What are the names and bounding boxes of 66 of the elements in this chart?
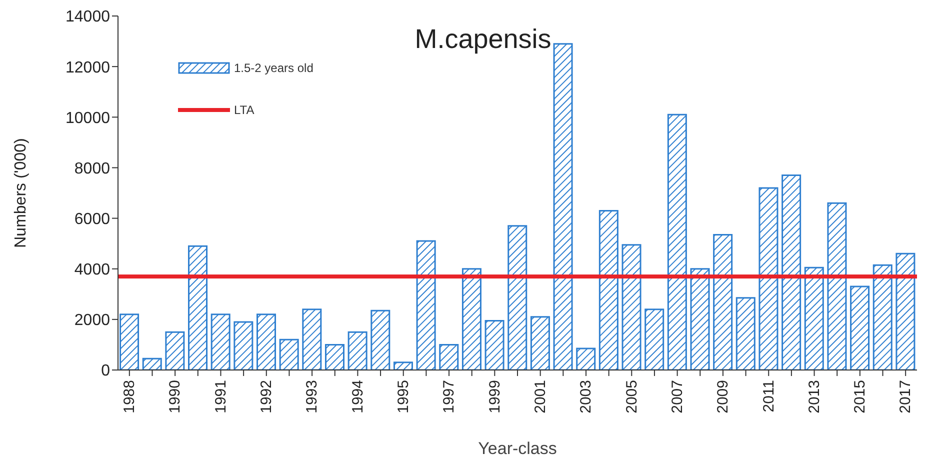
y-tick-label: 4000 (74, 262, 110, 279)
x-tick-label: 2003 (578, 380, 595, 414)
y-tick-label: 0 (101, 362, 110, 380)
y-tick-label: 10000 (66, 110, 110, 127)
bar (782, 174, 802, 370)
x-tick-label: 2007 (668, 380, 686, 414)
bar (279, 338, 299, 370)
bar (530, 316, 550, 370)
y-tick-label: 14000 (66, 8, 110, 26)
bar (462, 268, 482, 370)
bar (850, 286, 870, 370)
bar (484, 320, 504, 370)
y-tick-label: 2000 (74, 312, 110, 330)
bar (622, 244, 642, 370)
bar (576, 348, 596, 370)
bar (370, 310, 390, 370)
x-tick-label: 2001 (532, 380, 549, 414)
bar (713, 234, 733, 370)
bar (872, 264, 892, 370)
bar (348, 331, 368, 370)
bar (598, 210, 618, 370)
x-tick-label: 1994 (349, 380, 366, 414)
x-tick-label: 2015 (852, 380, 869, 414)
x-tick-label: 2009 (714, 380, 732, 414)
x-tick-label: 1999 (486, 380, 504, 414)
bar (827, 202, 847, 370)
legend-label: LTA (234, 103, 254, 117)
bar (758, 187, 778, 370)
x-tick-label: 1997 (440, 380, 458, 414)
x-tick-label: 2011 (760, 380, 778, 412)
bar (256, 314, 276, 370)
bar (234, 321, 254, 370)
x-tick-label: 1995 (395, 380, 412, 414)
x-tick-label: 1991 (212, 380, 230, 414)
y-tick-label: 8000 (74, 160, 110, 178)
x-tick-label: 1990 (166, 380, 184, 414)
bar (736, 297, 756, 370)
bar (508, 225, 528, 370)
bar (439, 344, 459, 370)
x-tick-label: 2013 (806, 380, 823, 414)
chart-title: M.capensis (414, 24, 552, 54)
bar (302, 308, 322, 370)
bar (667, 114, 687, 370)
bar (142, 358, 162, 370)
bar (804, 266, 824, 370)
bar (553, 43, 573, 370)
bar (120, 314, 140, 370)
bar (896, 252, 916, 370)
bar (188, 245, 208, 370)
y-axis-title: Numbers ('000) (12, 138, 30, 248)
x-tick-label: 2017 (897, 380, 914, 414)
bar (324, 344, 344, 370)
bar (644, 308, 664, 370)
bar (690, 268, 710, 370)
x-tick-label: 1992 (258, 380, 276, 414)
x-tick-label: 2005 (623, 380, 640, 414)
x-tick-label: 1988 (121, 380, 138, 414)
bar (210, 314, 230, 370)
bar (165, 331, 185, 370)
legend-label: 1.5-2 years old (234, 61, 314, 75)
bar (416, 240, 436, 370)
y-tick-label: 12000 (66, 59, 110, 76)
y-tick-label: 6000 (74, 210, 110, 228)
x-tick-label: 1993 (304, 380, 321, 414)
bar (393, 362, 413, 370)
x-axis-title: Year-class (478, 439, 557, 458)
